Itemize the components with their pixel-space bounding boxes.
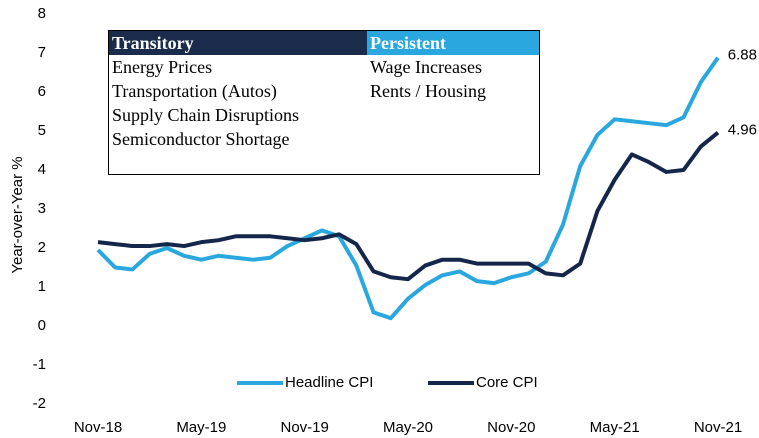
table-cell <box>367 127 539 151</box>
end-label: 6.88 <box>728 47 757 64</box>
table-row: Energy Prices Wage Increases <box>109 55 539 79</box>
line <box>97 131 720 282</box>
y-tick-label: 4 <box>38 161 46 178</box>
table-cell: Energy Prices <box>112 57 213 77</box>
line <box>96 56 720 321</box>
y-tick-label: 5 <box>38 122 46 139</box>
table-row: Supply Chain Disruptions <box>109 103 539 127</box>
y-tick-label: 0 <box>38 317 46 334</box>
table-row: Transportation (Autos) Rents / Housing <box>109 79 539 103</box>
table-cell: Supply Chain Disruptions <box>112 105 300 125</box>
table: Transitory Persistent Energy Prices Wage In… <box>109 31 539 151</box>
legend-label: Core CPI <box>476 374 538 391</box>
table-header: Transitory <box>109 31 367 55</box>
y-tick-label: -1 <box>33 356 46 373</box>
table-cell <box>367 103 539 127</box>
table-cell: Transportation (Autos) <box>112 81 277 101</box>
y-tick-label: 8 <box>38 5 46 22</box>
inset-table: Transitory Persistent Energy Prices Wage In… <box>108 30 540 175</box>
table-cell: Wage Increases <box>370 57 482 77</box>
table-header-row: Transitory Persistent <box>109 31 539 55</box>
x-tick-label: Nov-19 <box>280 419 328 436</box>
table-row: Semiconductor Shortage <box>109 127 539 151</box>
x-tick-label: Nov-20 <box>487 419 535 436</box>
y-tick-label: 2 <box>38 239 46 256</box>
y-tick-label: 6 <box>38 83 46 100</box>
y-tick-label: -2 <box>33 395 46 412</box>
x-tick-label: May-19 <box>176 419 226 436</box>
legend-label: Headline CPI <box>285 374 373 391</box>
y-tick-label: 1 <box>38 278 46 295</box>
x-tick-label: May-20 <box>383 419 433 436</box>
table-cell: Semiconductor Shortage <box>112 129 290 149</box>
table-cell: Rents / Housing <box>370 81 487 101</box>
y-tick-label: 7 <box>38 44 46 61</box>
table-header: Persistent <box>367 31 539 55</box>
y-axis-label: Year-over-Year % <box>9 156 26 273</box>
end-label: 4.96 <box>728 122 757 139</box>
x-tick-label: Nov-21 <box>694 419 742 436</box>
x-tick-label: Nov-18 <box>74 419 122 436</box>
y-tick-label: 3 <box>38 200 46 217</box>
x-tick-label: May-21 <box>590 419 640 436</box>
